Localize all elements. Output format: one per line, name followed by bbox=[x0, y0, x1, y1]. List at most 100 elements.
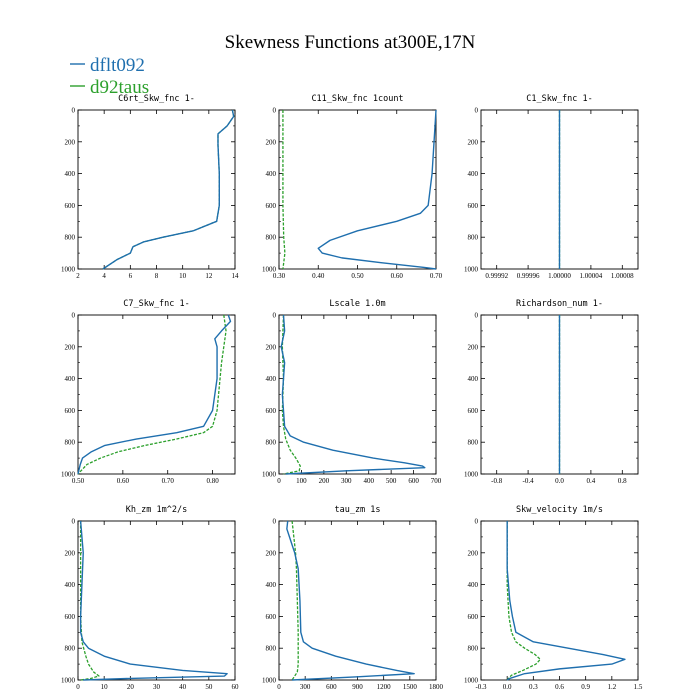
series-line-d92taus bbox=[102, 109, 235, 270]
x-tick-label: 2 bbox=[76, 272, 80, 280]
x-tick-label: 0 bbox=[277, 477, 281, 485]
x-tick-label: 1800 bbox=[429, 683, 444, 691]
x-tick-label: 0.0 bbox=[555, 477, 564, 485]
y-tick-label: 1000 bbox=[61, 266, 76, 274]
y-tick-label: 0 bbox=[273, 107, 277, 115]
y-tick-label: 600 bbox=[65, 407, 76, 415]
y-tick-label: 0 bbox=[273, 312, 277, 320]
x-tick-label: 0.50 bbox=[72, 477, 85, 485]
y-tick-label: 800 bbox=[468, 439, 479, 447]
y-tick-label: 1000 bbox=[464, 266, 479, 274]
x-tick-label: 0.70 bbox=[162, 477, 175, 485]
panel-3: C1_Skw_fnc 1- 0 200 400 600 800 1000 0.99992 0.9… bbox=[464, 94, 639, 280]
panel-title: tau_zm 1s bbox=[334, 505, 380, 515]
x-tick-label: 0.60 bbox=[117, 477, 130, 485]
y-tick-label: 600 bbox=[468, 202, 479, 210]
panel-title: Skw_velocity 1m/s bbox=[516, 505, 603, 515]
x-tick-label: 12 bbox=[205, 272, 213, 280]
x-tick-label: 0.3 bbox=[529, 683, 538, 691]
x-tick-label: 500 bbox=[386, 477, 397, 485]
x-tick-label: 0.60 bbox=[391, 272, 404, 280]
x-tick-label: 0.70 bbox=[430, 272, 443, 280]
x-tick-label: 100 bbox=[296, 477, 307, 485]
y-tick-label: 1000 bbox=[464, 677, 479, 685]
x-tick-label: 0.4 bbox=[587, 477, 596, 485]
series-line-d92taus bbox=[506, 521, 541, 681]
x-tick-label: 1.00008 bbox=[611, 272, 634, 280]
x-tick-label: 600 bbox=[408, 477, 419, 485]
panel-title: Lscale 1.0m bbox=[329, 299, 385, 309]
y-tick-label: 0 bbox=[475, 312, 479, 320]
x-tick-label: 0.40 bbox=[312, 272, 325, 280]
y-tick-label: 600 bbox=[65, 613, 76, 621]
x-tick-label: 1.2 bbox=[607, 683, 616, 691]
series-line-dflt092 bbox=[102, 109, 235, 270]
x-tick-label: 0.0 bbox=[503, 683, 512, 691]
x-tick-label: 700 bbox=[431, 477, 442, 485]
y-tick-label: 0 bbox=[273, 518, 277, 526]
series-line-dflt092 bbox=[79, 520, 228, 681]
y-tick-label: 600 bbox=[468, 613, 479, 621]
y-tick-label: 800 bbox=[468, 645, 479, 653]
y-tick-label: 800 bbox=[266, 645, 277, 653]
y-tick-label: 600 bbox=[266, 613, 277, 621]
y-tick-label: 1000 bbox=[61, 677, 76, 685]
x-tick-label: 0.6 bbox=[555, 683, 564, 691]
y-tick-label: 800 bbox=[266, 439, 277, 447]
legend-label-d92taus: d92taus bbox=[90, 77, 149, 98]
plot-frame bbox=[278, 314, 437, 475]
panel-title: C1_Skw_fnc 1- bbox=[526, 94, 593, 104]
panel-title: Kh_zm 1m^2/s bbox=[126, 505, 187, 515]
y-tick-label: 800 bbox=[266, 234, 277, 242]
x-tick-label: 0.9 bbox=[581, 683, 590, 691]
y-tick-label: 400 bbox=[266, 375, 277, 383]
plot-frame bbox=[480, 520, 639, 681]
y-tick-label: 1000 bbox=[262, 266, 277, 274]
y-tick-label: 200 bbox=[65, 343, 76, 351]
y-tick-label: 400 bbox=[65, 170, 76, 178]
x-tick-label: -0.8 bbox=[491, 477, 503, 485]
x-tick-label: 30 bbox=[153, 683, 161, 691]
plot-frame bbox=[278, 520, 437, 681]
x-tick-label: 1.00000 bbox=[548, 272, 571, 280]
series-line-dflt092 bbox=[506, 521, 626, 681]
y-tick-label: 800 bbox=[65, 234, 76, 242]
x-tick-label: 400 bbox=[363, 477, 374, 485]
x-tick-label: 10 bbox=[179, 272, 187, 280]
panel-title: C11_Skw_fnc 1count bbox=[311, 94, 403, 104]
plot-frame bbox=[278, 109, 437, 270]
series-line-d92taus bbox=[79, 521, 100, 681]
plot-frame bbox=[77, 520, 236, 681]
x-tick-label: 0.99992 bbox=[485, 272, 508, 280]
series-line-dflt092 bbox=[317, 109, 437, 270]
y-tick-label: 200 bbox=[65, 549, 76, 557]
x-tick-label: 10 bbox=[101, 683, 109, 691]
y-tick-label: 400 bbox=[65, 581, 76, 589]
figure-title: Skewness Functions at300E,17N bbox=[225, 32, 476, 53]
panel-title: C6rt_Skw_fnc 1- bbox=[118, 94, 195, 104]
y-tick-label: 600 bbox=[266, 407, 277, 415]
x-tick-label: 200 bbox=[319, 477, 330, 485]
y-tick-label: 200 bbox=[468, 138, 479, 146]
x-tick-label: 600 bbox=[326, 683, 337, 691]
series-line-dflt092 bbox=[77, 314, 232, 475]
legend-label-dflt092: dflt092 bbox=[90, 55, 145, 76]
panel-6: Richardson_num 1- 0 200 400 600 800 1000 -0.8 -0… bbox=[464, 299, 639, 485]
y-tick-label: 0 bbox=[72, 518, 76, 526]
series-line-d92taus bbox=[282, 110, 286, 270]
y-tick-label: 800 bbox=[65, 645, 76, 653]
x-tick-label: 0 bbox=[277, 683, 281, 691]
x-tick-label: 4 bbox=[102, 272, 106, 280]
x-tick-label: 6 bbox=[129, 272, 133, 280]
y-tick-label: 400 bbox=[468, 375, 479, 383]
x-tick-label: 0.30 bbox=[273, 272, 286, 280]
x-tick-label: 1.00004 bbox=[580, 272, 603, 280]
y-tick-label: 400 bbox=[65, 375, 76, 383]
